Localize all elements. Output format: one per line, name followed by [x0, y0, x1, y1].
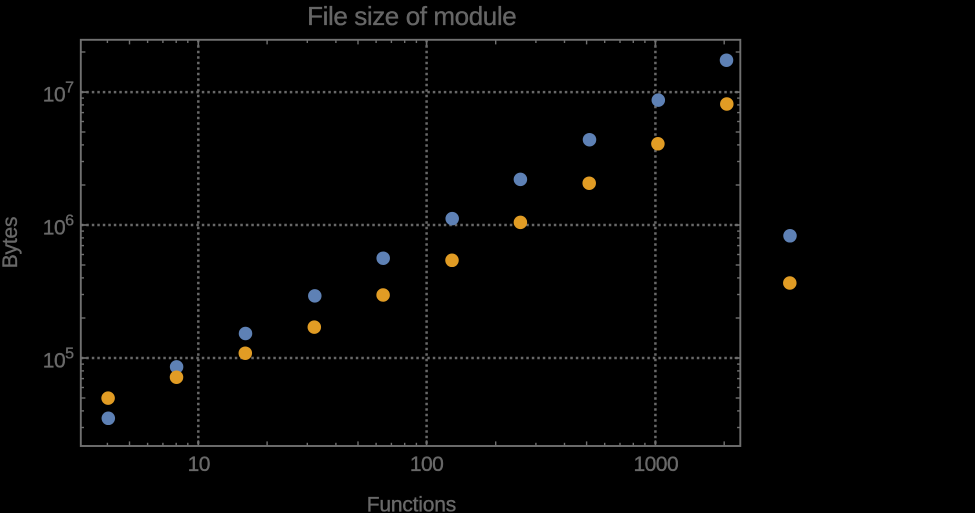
svg-text:1000: 1000: [633, 453, 678, 476]
svg-text:100: 100: [410, 453, 444, 476]
svg-text:Functions: Functions: [367, 494, 456, 513]
svg-text:Bytes: Bytes: [0, 217, 22, 269]
svg-text:10: 10: [188, 453, 210, 476]
svg-text:File size of module: File size of module: [307, 1, 516, 31]
